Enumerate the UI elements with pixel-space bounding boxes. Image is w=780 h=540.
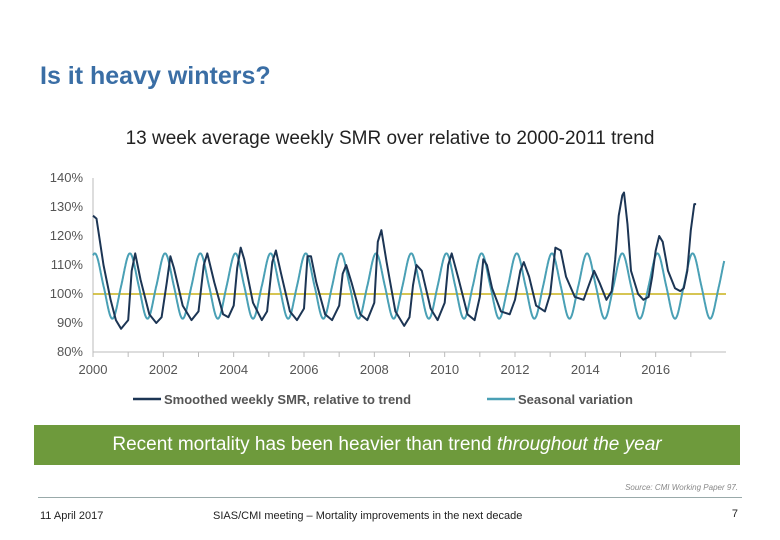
x-tick-label: 2010 (430, 362, 459, 377)
series-seasonal-line (92, 252, 726, 320)
y-tick-labels: 80% 90% 100% 110% 120% 130% 140% (50, 170, 84, 359)
x-tick-label: 2000 (79, 362, 108, 377)
banner-emphasis: throughout the year (496, 434, 662, 455)
x-tick-label: 2016 (641, 362, 670, 377)
y-tick-label: 130% (50, 199, 84, 214)
x-tick-label: 2008 (360, 362, 389, 377)
series-smoothed-line (92, 191, 697, 330)
legend-item-seasonal-label: Seasonal variation (518, 392, 633, 407)
source-note: Source: CMI Working Paper 97. (625, 483, 738, 492)
line-chart: 80%90%100%110%120%130%140% 2000 2002 2004 2… (50, 170, 726, 407)
chart-title: 13 week average weekly SMR over relative… (125, 128, 655, 149)
y-tick-label: 80% (57, 344, 83, 359)
conclusion-banner: Recent mortality has been heavier than t… (34, 425, 740, 465)
chart-axes (92, 178, 726, 357)
slide-title: Is it heavy winters? (40, 62, 271, 90)
x-tick-label: 2004 (219, 362, 248, 377)
footer-date: 11 April 2017 (40, 510, 104, 522)
legend-item-smoothed-label: Smoothed weekly SMR, relative to trend (164, 392, 411, 407)
x-tick-label: 2014 (571, 362, 600, 377)
y-tick-label: 110% (51, 257, 84, 272)
y-tick-label: 90% (57, 315, 83, 330)
banner-text: Recent mortality has been heavier than t… (112, 434, 497, 455)
y-tick-label: 100% (50, 286, 84, 301)
x-tick-labels: 2000 2002 2004 2006 2008 2010 2012 2014 2016 (79, 362, 671, 377)
x-tick-label: 2012 (501, 362, 530, 377)
x-tick-label: 2002 (149, 362, 178, 377)
series-layer (92, 191, 726, 330)
y-tick-label: 120% (50, 228, 84, 243)
footer-meeting: SIAS/CMI meeting – Mortality improvement… (213, 510, 523, 522)
x-tick-label: 2006 (290, 362, 319, 377)
footer-divider (38, 497, 742, 498)
chart-legend: Smoothed weekly SMR, relative to trend Se… (133, 392, 633, 407)
y-tick-label: 140% (50, 170, 84, 185)
page-number: 7 (731, 508, 738, 520)
